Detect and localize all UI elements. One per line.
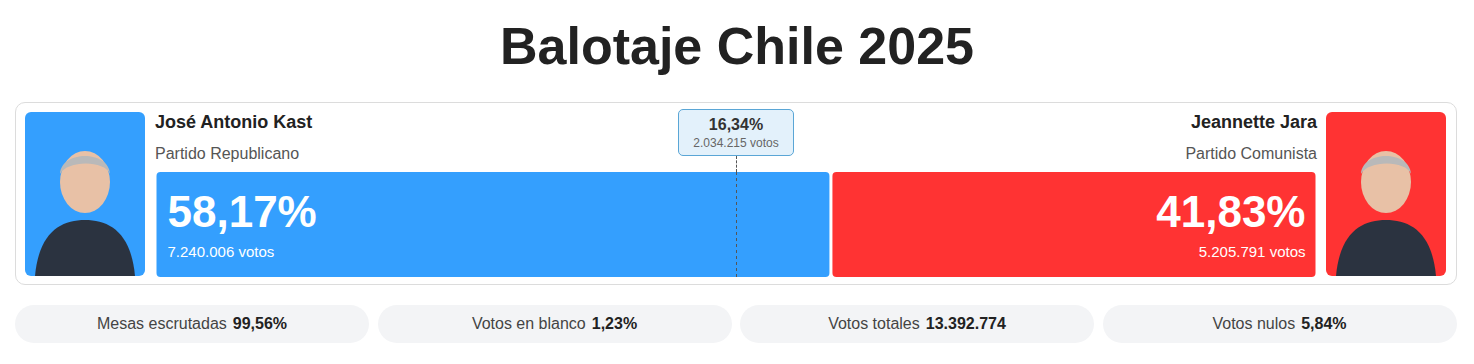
svg-text:58,17%: 58,17%	[168, 187, 317, 236]
html-text:Mesas escrutadas 99,56%: Mesas escrutadas 99,56%	[96, 315, 287, 332]
html-text:16,34%: 16,34%	[708, 116, 764, 133]
html-text:Partido Republicano: Partido Republicano	[155, 145, 300, 162]
html-text:Partido Comunista: Partido Comunista	[1185, 145, 1317, 162]
svg-text:7.240.006 votos: 7.240.006 votos	[168, 243, 275, 260]
html-text:José Antonio Kast: José Antonio Kast	[155, 112, 313, 132]
html-text:2.034.215 votos: 2.034.215 votos	[693, 136, 779, 150]
svg-text:41,83%: 41,83%	[1156, 187, 1305, 236]
html-text:Votos totales 13.392.774: Votos totales 13.392.774	[828, 315, 1006, 332]
html-text:Votos en blanco 1,23%: Votos en blanco 1,23%	[471, 315, 638, 332]
html-text:Jeannette Jara: Jeannette Jara	[1190, 112, 1317, 132]
svg-text:5.205.791 votos: 5.205.791 votos	[1199, 243, 1306, 260]
html-text:Balotaje Chile 2025: Balotaje Chile 2025	[500, 17, 974, 75]
html-text:Votos nulos 5,84%: Votos nulos 5,84%	[1212, 315, 1347, 332]
